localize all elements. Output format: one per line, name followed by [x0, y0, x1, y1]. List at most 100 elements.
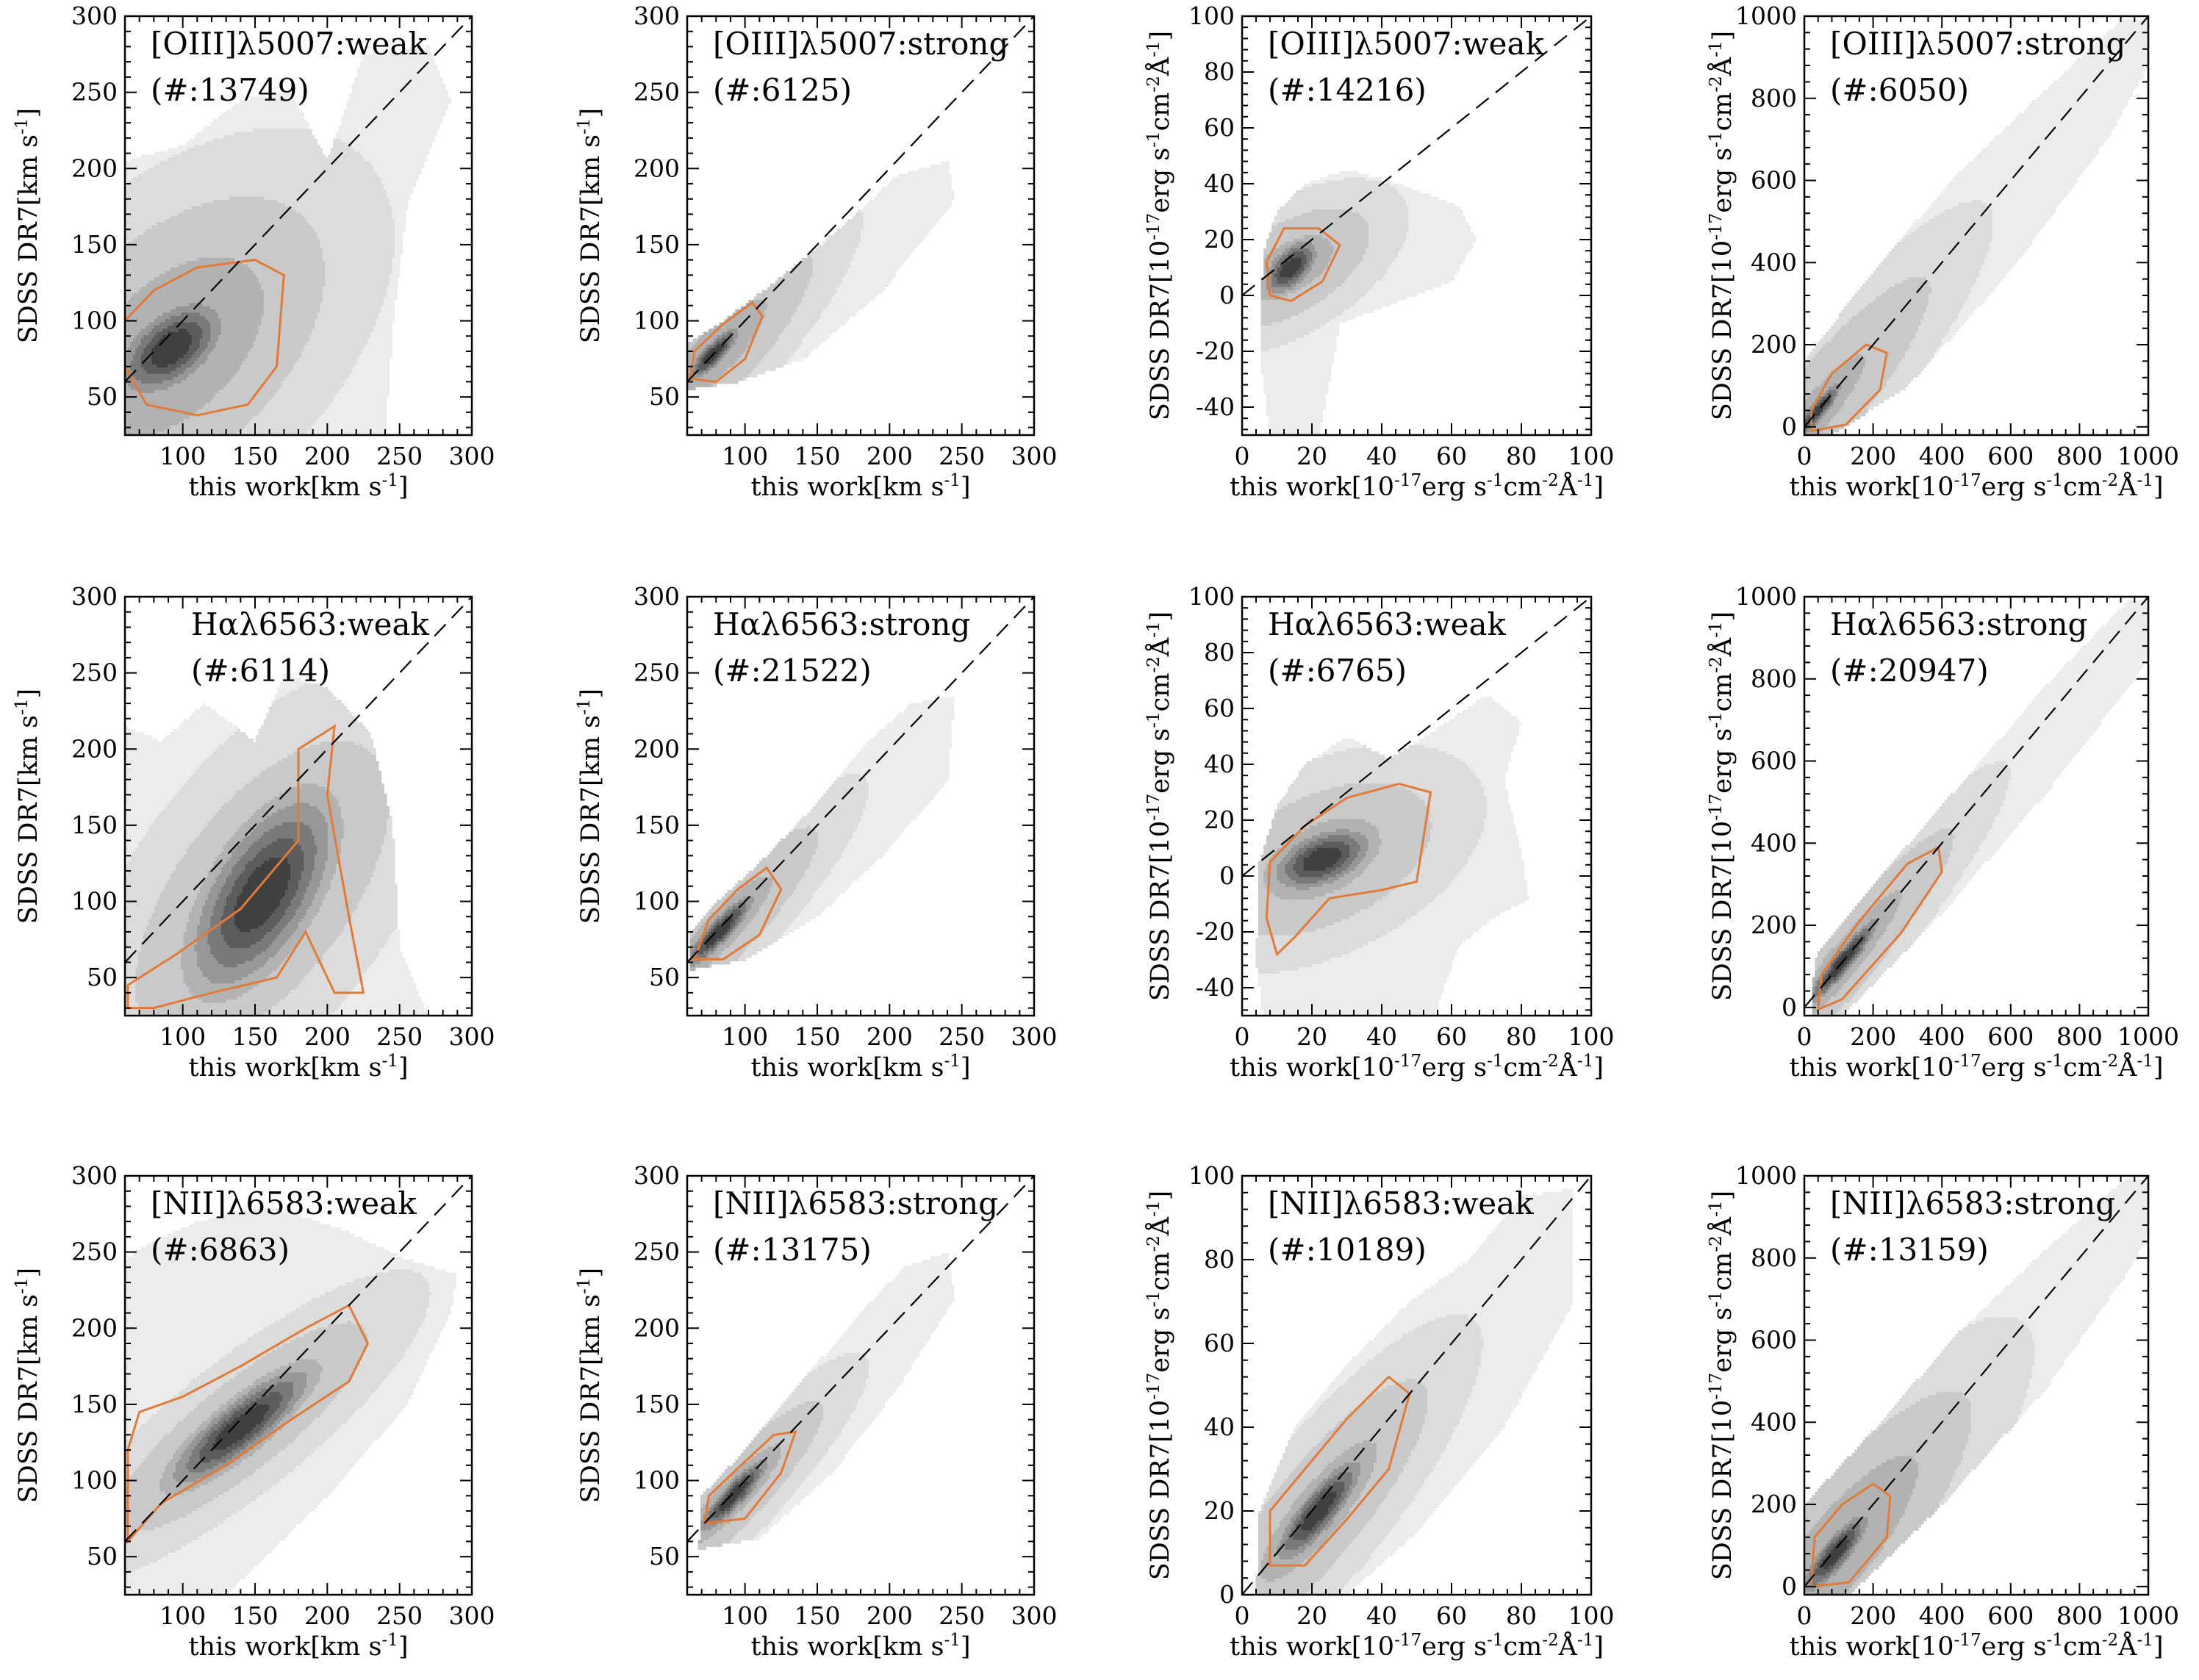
y-tick-label: 50 — [649, 1542, 680, 1570]
panel-label: [OIII]λ5007:weak — [151, 26, 427, 62]
y-tick-label: -20 — [1196, 337, 1235, 365]
panel-label: [OIII]λ5007:strong — [713, 26, 1008, 62]
x-tick-label: 800 — [2056, 1022, 2103, 1051]
x-tick-label: 150 — [794, 1601, 841, 1630]
y-axis-label: SDSS DR7[10-17erg s-1cm-2Å-1] — [1144, 31, 1175, 420]
y-tick-label: 100 — [71, 306, 118, 335]
y-tick-label: 200 — [634, 154, 680, 182]
x-axis-label: this work[10-17erg s-1cm-2Å-1] — [1790, 1051, 2164, 1083]
y-axis-label: SDSS DR7[km s-1] — [575, 108, 606, 343]
y-tick-label: 200 — [1751, 330, 1797, 359]
x-tick-label: 1000 — [2117, 1601, 2179, 1630]
panel-count: (#:14216) — [1268, 72, 1427, 108]
y-tick-label: 100 — [71, 1466, 118, 1495]
x-tick-label: 60 — [1436, 442, 1467, 470]
y-tick-label: 100 — [71, 887, 118, 916]
x-axis-label: this work[km s-1] — [188, 471, 408, 502]
y-tick-label: 300 — [634, 1161, 680, 1190]
x-tick-label: 300 — [449, 1022, 495, 1051]
x-tick-label: 300 — [1011, 1601, 1058, 1630]
y-tick-label: 300 — [71, 1161, 118, 1190]
y-tick-label: 100 — [634, 887, 680, 916]
x-tick-label: 800 — [2056, 1601, 2103, 1630]
x-tick-label: 200 — [304, 442, 351, 470]
x-tick-label: 150 — [232, 1022, 279, 1051]
one-to-one-line — [687, 597, 1034, 962]
y-axis-label: SDSS DR7[10-17erg s-1cm-2Å-1] — [1706, 31, 1737, 420]
x-tick-label: 80 — [1506, 1601, 1537, 1630]
y-tick-label: 100 — [634, 306, 680, 335]
x-tick-label: 200 — [1850, 442, 1896, 470]
panel-count: (#:21522) — [713, 653, 872, 689]
x-tick-label: 0 — [1797, 442, 1812, 470]
panel-count: (#:13175) — [713, 1232, 872, 1268]
y-tick-label: 100 — [1188, 1, 1235, 30]
y-axis-label: SDSS DR7[10-17erg s-1cm-2Å-1] — [1706, 1191, 1737, 1580]
y-tick-label: 50 — [87, 1542, 118, 1570]
x-tick-label: 100 — [159, 1022, 206, 1051]
x-axis-label: this work[10-17erg s-1cm-2Å-1] — [1230, 1630, 1604, 1662]
x-tick-label: 40 — [1366, 442, 1397, 470]
x-tick-label: 600 — [1987, 1601, 2034, 1630]
y-axis-label: SDSS DR7[10-17erg s-1cm-2Å-1] — [1144, 611, 1175, 1001]
x-tick-label: 200 — [304, 1601, 351, 1630]
x-tick-label: 0 — [1797, 1601, 1812, 1630]
y-tick-label: 150 — [71, 811, 118, 839]
y-tick-label: 300 — [634, 582, 680, 611]
y-tick-label: 40 — [1204, 169, 1235, 198]
y-tick-label: 300 — [71, 582, 118, 611]
y-tick-label: 50 — [649, 963, 680, 991]
x-tick-label: 100 — [159, 1601, 206, 1630]
x-axis-label: this work[10-17erg s-1cm-2Å-1] — [1790, 470, 2164, 502]
x-tick-label: 60 — [1436, 1601, 1467, 1630]
panel-label: [NII]λ6583:weak — [1268, 1185, 1534, 1221]
panel-label: Hαλ6563:strong — [1830, 606, 2087, 642]
y-tick-label: 200 — [71, 1313, 118, 1342]
y-axis-label: SDSS DR7[km s-1] — [12, 689, 43, 924]
y-tick-label: 150 — [634, 811, 680, 839]
x-axis-label: this work[10-17erg s-1cm-2Å-1] — [1790, 1630, 2164, 1662]
x-tick-label: 20 — [1296, 1601, 1327, 1630]
density-field — [690, 697, 955, 971]
x-tick-label: 400 — [1919, 1601, 1965, 1630]
y-tick-label: 200 — [1751, 911, 1797, 939]
x-axis-label: this work[km s-1] — [750, 471, 970, 502]
y-tick-label: 250 — [71, 78, 118, 107]
panel-label: [OIII]λ5007:strong — [1830, 26, 2126, 62]
y-tick-label: 100 — [1188, 1161, 1235, 1190]
y-tick-label: 0 — [1219, 281, 1235, 309]
x-tick-label: 0 — [1235, 1022, 1250, 1051]
x-tick-label: 300 — [1011, 1022, 1058, 1051]
x-tick-label: 400 — [1919, 1022, 1965, 1051]
x-tick-label: 150 — [232, 442, 279, 470]
y-tick-label: 600 — [1751, 1326, 1797, 1354]
y-tick-label: -40 — [1196, 973, 1235, 1002]
one-to-one-line — [687, 16, 1034, 381]
panel-count: (#:6125) — [713, 72, 852, 108]
y-tick-label: 600 — [1751, 166, 1797, 195]
panel-count: (#:13159) — [1830, 1232, 1989, 1268]
x-tick-label: 150 — [794, 442, 841, 470]
y-tick-label: 60 — [1204, 1329, 1235, 1357]
y-tick-label: 150 — [71, 1390, 118, 1418]
panel-label: Hαλ6563:weak — [1268, 606, 1506, 642]
y-tick-label: 250 — [634, 658, 680, 687]
x-axis-label: this work[10-17erg s-1cm-2Å-1] — [1230, 470, 1604, 502]
one-to-one-line — [687, 1176, 1034, 1541]
density-field — [1255, 697, 1529, 1016]
x-tick-label: 250 — [939, 1601, 985, 1630]
y-tick-label: 60 — [1204, 113, 1235, 142]
panel-label: Hαλ6563:strong — [713, 606, 970, 642]
y-tick-label: 600 — [1751, 747, 1797, 775]
x-tick-label: 250 — [939, 1022, 985, 1051]
x-tick-label: 0 — [1235, 1601, 1250, 1630]
x-axis-label: this work[km s-1] — [750, 1052, 970, 1083]
x-tick-label: 80 — [1506, 1022, 1537, 1051]
y-tick-label: 0 — [1782, 412, 1797, 441]
x-tick-label: 600 — [1987, 1022, 2034, 1051]
x-tick-label: 80 — [1506, 442, 1537, 470]
